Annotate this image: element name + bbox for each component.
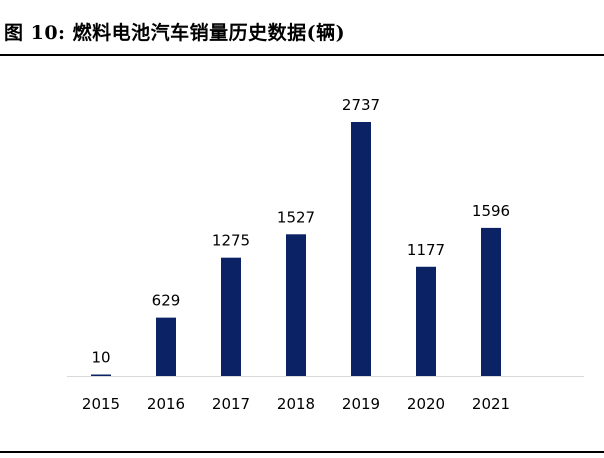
data-labels-layer: 10 629 1275 1527 2737 1177 1596: [91, 96, 510, 367]
data-label-2018: 1527: [277, 208, 315, 226]
figure-title: 图 10: 燃料电池汽车销量历史数据(辆): [4, 22, 346, 44]
bars-layer: [91, 122, 501, 376]
bar-2015: [91, 374, 111, 376]
data-label-2019: 2737: [342, 96, 380, 114]
x-tick-label-2021: 2021: [472, 395, 510, 413]
x-tick-label-2019: 2019: [342, 395, 380, 413]
data-label-2017: 1275: [212, 232, 250, 250]
bar-2019: [351, 122, 371, 376]
data-label-2021: 1596: [472, 202, 510, 220]
bar-2017: [221, 257, 241, 376]
data-label-2020: 1177: [407, 241, 445, 259]
bar-2016: [156, 317, 176, 376]
data-label-2015: 10: [91, 349, 110, 367]
x-tick-label-2016: 2016: [147, 395, 185, 413]
bar-2020: [416, 266, 436, 376]
x-tick-labels-layer: 2015 2016 2017 2018 2019 2020 2021: [82, 395, 510, 413]
x-tick-label-2018: 2018: [277, 395, 315, 413]
title-rule: [0, 54, 604, 56]
bar-2018: [286, 234, 306, 376]
x-tick-label-2017: 2017: [212, 395, 250, 413]
footer-rule: [0, 451, 604, 453]
x-tick-label-2015: 2015: [82, 395, 120, 413]
x-tick-label-2020: 2020: [407, 395, 445, 413]
data-label-2016: 629: [152, 292, 181, 310]
bar-2021: [481, 227, 501, 376]
